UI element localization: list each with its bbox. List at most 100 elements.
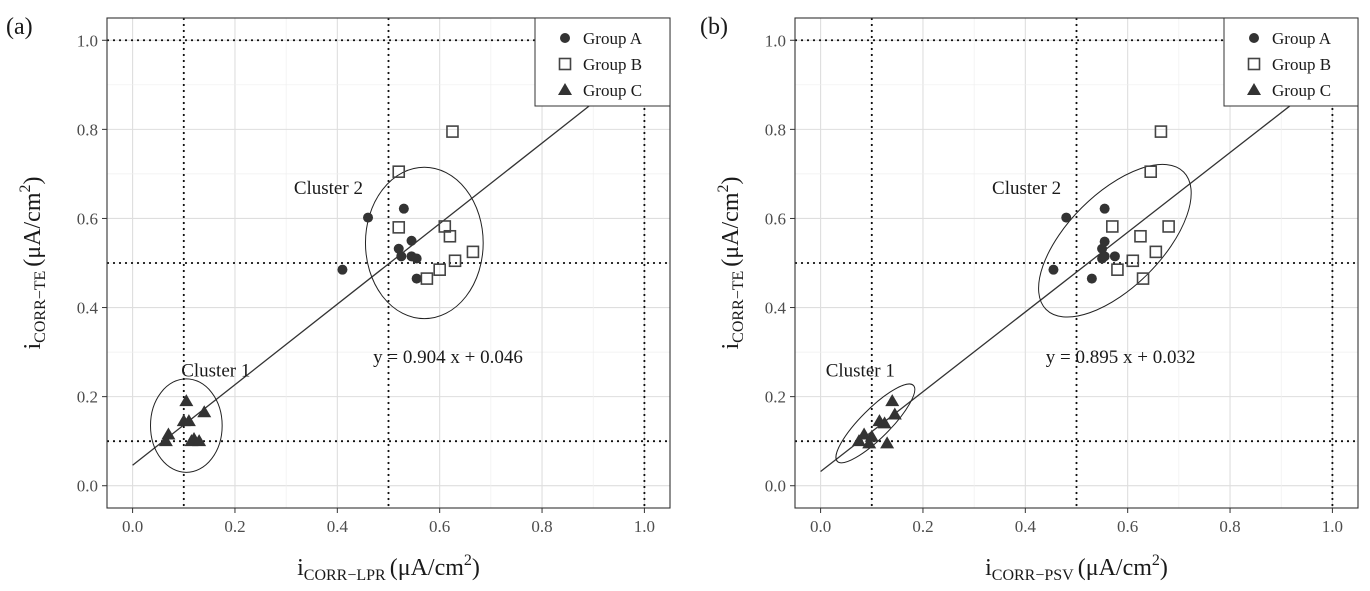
data-point-group-b bbox=[1154, 125, 1168, 138]
legend-label: Group C bbox=[583, 81, 642, 100]
cluster-2-ellipse bbox=[1038, 163, 1192, 318]
data-point-group-c bbox=[887, 407, 902, 420]
y-tick-label: 0.8 bbox=[765, 120, 786, 139]
data-point-group-a bbox=[337, 264, 348, 275]
cluster-1-ellipse bbox=[150, 378, 223, 473]
legend-label: Group B bbox=[583, 55, 642, 74]
legend-label: Group B bbox=[1272, 55, 1331, 74]
y-tick-label: 0.4 bbox=[77, 299, 99, 318]
legend: Group A Group B Group C bbox=[534, 17, 671, 107]
data-point-group-a bbox=[1099, 251, 1110, 262]
y-tick-label: 0.6 bbox=[77, 209, 98, 228]
data-point-group-c bbox=[192, 434, 207, 447]
data-point-group-c bbox=[179, 394, 194, 407]
data-point-group-b bbox=[1111, 263, 1124, 276]
legend-label: Group A bbox=[1272, 29, 1332, 48]
data-point-group-c bbox=[181, 414, 196, 427]
legend-marker-group-c bbox=[558, 83, 572, 95]
data-point-group-b bbox=[1106, 220, 1119, 233]
data-point-group-c bbox=[862, 436, 877, 449]
cluster-1-ellipse bbox=[835, 383, 916, 464]
data-point-group-a bbox=[396, 251, 407, 262]
regression-equation: y = 0.904 x + 0.046 bbox=[373, 347, 523, 368]
y-tick-label: 0.2 bbox=[765, 388, 786, 407]
legend-box bbox=[534, 17, 671, 107]
data-point-group-c bbox=[851, 434, 866, 447]
legend-marker-group-a bbox=[1249, 33, 1259, 43]
data-point-group-c bbox=[880, 436, 895, 449]
y-tick-label: 0.8 bbox=[77, 120, 98, 139]
x-axis-label: iCORR−LPR (μA/cm2) bbox=[297, 552, 480, 584]
data-point-group-a bbox=[1099, 203, 1110, 214]
y-tick-label: 0.4 bbox=[765, 299, 787, 318]
data-point-group-c bbox=[857, 427, 872, 440]
legend-label: Group C bbox=[1272, 81, 1331, 100]
data-point-group-b bbox=[1162, 220, 1175, 233]
data-point-group-b bbox=[420, 272, 434, 285]
legend-marker-group-c bbox=[1247, 83, 1261, 95]
data-point-group-a bbox=[406, 235, 417, 246]
x-tick-label: 0.6 bbox=[429, 517, 450, 536]
y-tick-label: 0.2 bbox=[77, 388, 98, 407]
legend-marker-group-a bbox=[560, 33, 570, 43]
panel-label: (b) bbox=[700, 14, 728, 40]
x-tick-label: 0.4 bbox=[327, 517, 349, 536]
legend-marker-group-b bbox=[558, 57, 572, 71]
x-tick-label: 1.0 bbox=[634, 517, 655, 536]
y-tick-label: 0.0 bbox=[765, 477, 786, 496]
y-axis-label: iCORR−TE(μA/cm2) bbox=[715, 177, 747, 350]
cluster-1-label: Cluster 1 bbox=[181, 361, 250, 382]
data-point-group-b bbox=[1149, 245, 1163, 259]
x-tick-label: 0.0 bbox=[810, 517, 831, 536]
data-point-group-a bbox=[1061, 212, 1072, 223]
data-point-group-b bbox=[466, 245, 480, 259]
regression-line bbox=[132, 100, 597, 466]
legend-marker-group-b bbox=[1247, 57, 1261, 71]
cluster-2-label: Cluster 2 bbox=[294, 178, 363, 199]
data-point-group-a bbox=[393, 243, 404, 254]
data-point-group-c bbox=[158, 434, 173, 447]
data-point-group-b bbox=[1126, 254, 1140, 268]
x-tick-label: 1.0 bbox=[1322, 517, 1343, 536]
data-point-group-a bbox=[1099, 236, 1110, 247]
chart-panel-b: Cluster 1 Cluster 2 y = 0.895 x + 0.032 0.0… bbox=[700, 14, 1359, 584]
data-point-group-b bbox=[448, 254, 462, 268]
x-axis-label: iCORR−PSV (μA/cm2) bbox=[985, 552, 1168, 584]
data-point-group-a bbox=[363, 212, 374, 223]
y-axis-label: iCORR−TE(μA/cm2) bbox=[17, 177, 49, 350]
cluster-2-label: Cluster 2 bbox=[992, 178, 1061, 199]
x-tick-label: 0.0 bbox=[122, 517, 143, 536]
x-tick-label: 0.2 bbox=[912, 517, 933, 536]
plot-border bbox=[106, 17, 671, 509]
data-point-group-c bbox=[877, 416, 892, 429]
data-point-group-b bbox=[1134, 229, 1147, 243]
y-tick-label: 1.0 bbox=[77, 31, 98, 50]
chart-panel-a: Cluster 1 Cluster 2 y = 0.904 x + 0.046 0.0… bbox=[6, 14, 671, 584]
data-point-group-b bbox=[446, 125, 459, 138]
data-point-group-b bbox=[392, 165, 406, 178]
data-point-group-c bbox=[161, 427, 176, 440]
data-point-group-a bbox=[1086, 273, 1097, 284]
data-point-group-b bbox=[1144, 165, 1158, 178]
data-point-group-a bbox=[1048, 264, 1059, 275]
legend-box bbox=[1223, 17, 1359, 107]
x-tick-label: 0.6 bbox=[1117, 517, 1138, 536]
y-tick-label: 0.0 bbox=[77, 477, 98, 496]
data-point-group-b bbox=[433, 263, 446, 276]
data-point-group-b bbox=[443, 229, 457, 243]
data-point-group-a bbox=[398, 203, 409, 214]
x-tick-label: 0.4 bbox=[1015, 517, 1037, 536]
regression-line bbox=[820, 102, 1295, 472]
plot-border bbox=[794, 17, 1359, 509]
regression-equation: y = 0.895 x + 0.032 bbox=[1046, 347, 1196, 368]
data-point-group-a bbox=[411, 273, 422, 284]
x-tick-label: 0.8 bbox=[531, 517, 552, 536]
data-point-group-c bbox=[885, 394, 900, 407]
data-point-group-a bbox=[411, 253, 422, 264]
cluster-1-label: Cluster 1 bbox=[826, 361, 895, 382]
legend: Group A Group B Group C bbox=[1223, 17, 1359, 107]
panel-label: (a) bbox=[6, 14, 33, 40]
cluster-2-ellipse bbox=[364, 166, 484, 320]
legend-label: Group A bbox=[583, 29, 643, 48]
